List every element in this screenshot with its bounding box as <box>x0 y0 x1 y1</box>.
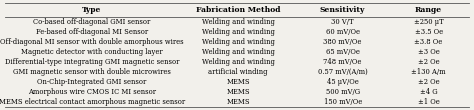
Text: ±2 Oe: ±2 Oe <box>418 58 439 66</box>
Text: Welding and winding: Welding and winding <box>202 48 274 56</box>
Text: ±3.8 Oe: ±3.8 Oe <box>414 38 443 46</box>
Text: MEMS: MEMS <box>227 88 250 96</box>
Text: Welding and winding: Welding and winding <box>202 58 274 66</box>
Text: MEMS electrical contact amorphous magnetic sensor: MEMS electrical contact amorphous magnet… <box>0 98 185 106</box>
Text: 150 mV/Oe: 150 mV/Oe <box>324 98 362 106</box>
Text: MEMS: MEMS <box>227 78 250 86</box>
Text: ±3 Oe: ±3 Oe <box>418 48 439 56</box>
Text: MEMS: MEMS <box>227 98 250 106</box>
Text: ±250 μT: ±250 μT <box>414 18 444 26</box>
Text: Off-diagonal MI sensor with double amorphous wires: Off-diagonal MI sensor with double amorp… <box>0 38 183 46</box>
Text: On-Chip-Integrated GMI sensor: On-Chip-Integrated GMI sensor <box>37 78 146 86</box>
Text: 30 V/T: 30 V/T <box>331 18 354 26</box>
Text: GMI magnetic sensor with double microwires: GMI magnetic sensor with double microwir… <box>13 68 171 76</box>
Text: ±3.5 Oe: ±3.5 Oe <box>415 28 443 36</box>
Text: Magnetic detector with conducting layer: Magnetic detector with conducting layer <box>21 48 163 56</box>
Text: Sensitivity: Sensitivity <box>320 6 365 14</box>
Text: Co-based off-diagonal GMI sensor: Co-based off-diagonal GMI sensor <box>33 18 150 26</box>
Text: artificial winding: artificial winding <box>209 68 268 76</box>
Text: Fe-based off-diagonal MI Sensor: Fe-based off-diagonal MI Sensor <box>36 28 148 36</box>
Text: Type: Type <box>82 6 101 14</box>
Text: 500 mV/G: 500 mV/G <box>326 88 360 96</box>
Text: ±1 Oe: ±1 Oe <box>418 98 439 106</box>
Text: 748 mV/Oe: 748 mV/Oe <box>323 58 362 66</box>
Text: 65 mV/Oe: 65 mV/Oe <box>326 48 360 56</box>
Text: 0.57 mV/(A/m): 0.57 mV/(A/m) <box>318 68 367 76</box>
Text: 60 mV/Oe: 60 mV/Oe <box>326 28 360 36</box>
Text: Differential-type integrating GMI magnetic sensor: Differential-type integrating GMI magnet… <box>5 58 179 66</box>
Text: Welding and winding: Welding and winding <box>202 28 274 36</box>
Text: 45 μV/Oe: 45 μV/Oe <box>327 78 358 86</box>
Text: ±4 G: ±4 G <box>420 88 438 96</box>
Text: Welding and winding: Welding and winding <box>202 18 274 26</box>
Text: 380 mV/Oe: 380 mV/Oe <box>323 38 362 46</box>
Text: Fabrication Method: Fabrication Method <box>196 6 281 14</box>
Text: Range: Range <box>415 6 442 14</box>
Text: Welding and winding: Welding and winding <box>202 38 274 46</box>
Text: Amorphous wire CMOS IC MI sensor: Amorphous wire CMOS IC MI sensor <box>28 88 156 96</box>
Text: ±2 Oe: ±2 Oe <box>418 78 439 86</box>
Text: ±130 A/m: ±130 A/m <box>411 68 446 76</box>
